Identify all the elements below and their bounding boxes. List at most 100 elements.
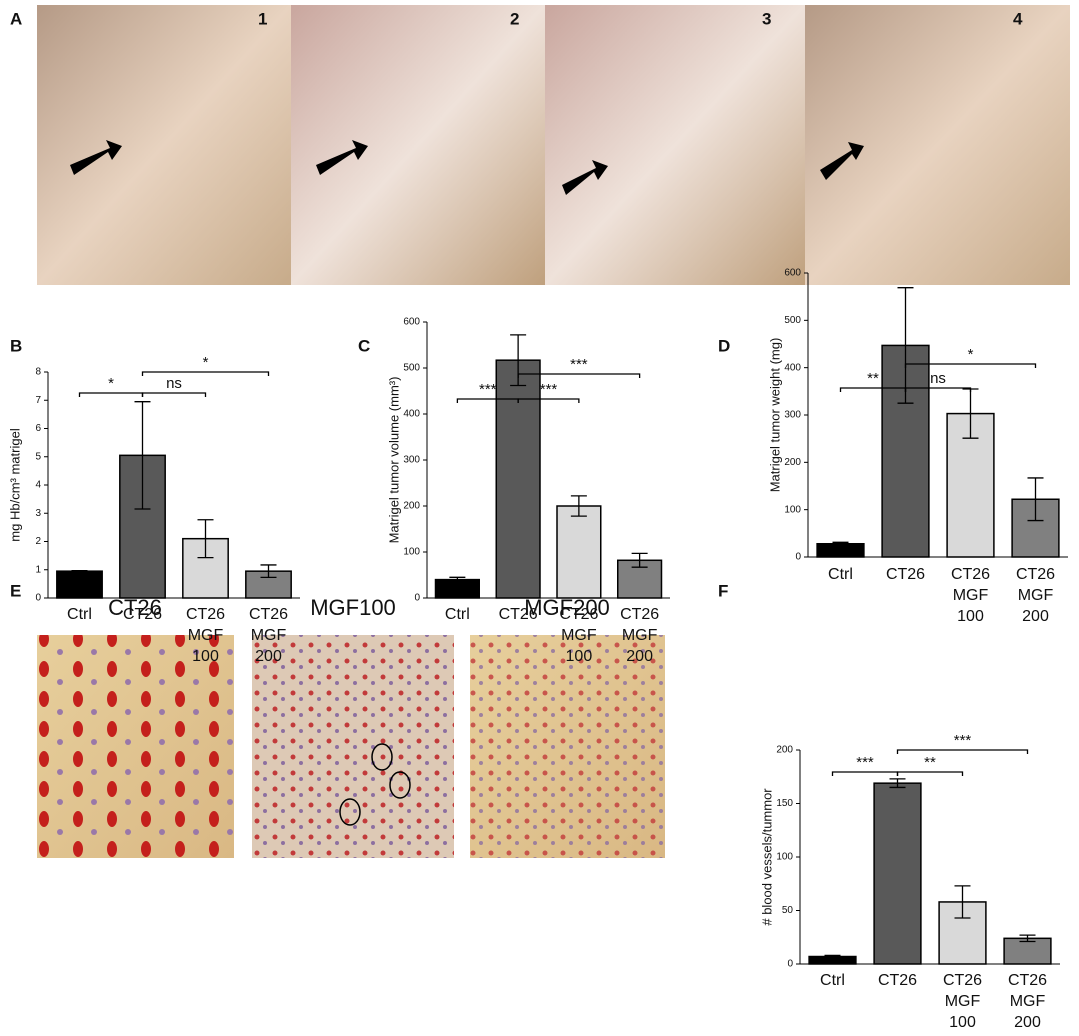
x-tick-label-line: MGF (945, 993, 981, 1010)
x-tick-label-line: Ctrl (820, 972, 845, 989)
arrow (70, 140, 122, 175)
bar (495, 359, 541, 599)
panel-label: C (358, 336, 370, 355)
photo-number: 3 (762, 9, 771, 28)
photo (37, 5, 291, 285)
x-tick-label-line: 100 (957, 608, 984, 625)
error-bar (570, 495, 587, 517)
x-tick-label: CT26 MGF 100 (951, 566, 990, 625)
x-tick-label-line: MGF (561, 627, 597, 644)
x-tick-label-line: CT26 (878, 972, 917, 989)
significance-label: * (968, 346, 974, 363)
histology-title: MGF200 (524, 595, 610, 620)
x-tick-label-line: CT26 (186, 606, 225, 623)
y-tick-label: 8 (35, 367, 41, 378)
x-tick-label: Ctrl (828, 566, 853, 583)
error-bar (1019, 934, 1036, 943)
y-tick-label: 0 (35, 593, 41, 604)
panel-label: B (10, 336, 22, 355)
y-tick-label: 500 (784, 315, 801, 326)
bar (873, 782, 922, 965)
x-tick-label-line: 200 (626, 648, 653, 665)
y-tick-label: 300 (784, 410, 801, 421)
x-tick-label-line: 100 (949, 1014, 976, 1031)
significance-bracket (141, 371, 270, 376)
error-bar (197, 519, 214, 559)
histology-row (37, 635, 665, 858)
x-tick-label-line: 200 (1014, 1014, 1041, 1031)
y-tick-label: 200 (784, 457, 801, 468)
significance-label: *** (570, 356, 588, 373)
x-tick-label: CT26 MGF 200 (620, 606, 659, 665)
y-tick-label: 1 (35, 564, 41, 575)
x-tick-label-line: CT26 (886, 566, 925, 583)
x-tick-label-line: CT26 (499, 606, 538, 623)
significance-label: ns (930, 370, 946, 387)
histology-image (470, 635, 665, 858)
y-tick-label: 50 (782, 905, 794, 916)
error-bar (824, 954, 841, 959)
x-tick-label-line: 200 (255, 648, 282, 665)
x-tick-label-line: CT26 (1016, 566, 1055, 583)
x-tick-label: CT26 (123, 606, 162, 623)
y-tick-label: 0 (787, 959, 793, 970)
x-tick-label-line: MGF (1010, 993, 1046, 1010)
x-tick-label-line: MGF (953, 587, 989, 604)
photo-row (37, 5, 1070, 285)
x-tick-label-line: 100 (192, 648, 219, 665)
histology-title: CT26 (108, 595, 162, 620)
x-tick-label-line: 100 (566, 648, 593, 665)
x-tick-label: CT26 (499, 606, 538, 623)
significance-bracket (904, 387, 972, 392)
error-bar (897, 287, 914, 404)
significance-label: ns (166, 375, 182, 392)
histology-image (37, 635, 234, 858)
x-tick-label: CT26 MGF 100 (186, 606, 225, 665)
bar (56, 570, 103, 599)
y-tick-label: 400 (784, 362, 801, 373)
y-tick-label: 200 (776, 745, 793, 756)
x-tick-label-line: CT26 (1008, 972, 1047, 989)
y-tick-label: 600 (784, 268, 801, 279)
x-tick-label: CT26 (878, 972, 917, 989)
y-tick-label: 500 (403, 363, 420, 374)
x-tick-label: CT26 MGF 200 (249, 606, 288, 665)
photo (545, 5, 805, 285)
y-tick-label: 300 (403, 455, 420, 466)
photo (291, 5, 545, 285)
circle-marker (389, 771, 411, 799)
significance-bracket (896, 771, 964, 776)
photo (805, 5, 1070, 285)
significance-label: ** (867, 370, 879, 387)
significance-bracket (896, 749, 1029, 754)
photo-number: 2 (510, 9, 519, 28)
significance-label: *** (856, 754, 874, 771)
x-tick-label-line: Ctrl (67, 606, 92, 623)
error-bar (889, 778, 906, 789)
significance-bracket (517, 373, 641, 378)
y-tick-label: 400 (403, 409, 420, 420)
significance-label: *** (479, 381, 497, 398)
significance-label: *** (954, 732, 972, 749)
x-tick-label: Ctrl (445, 606, 470, 623)
error-bar (449, 576, 466, 583)
x-tick-label: CT26 MGF 200 (1008, 972, 1047, 1031)
error-bar (631, 552, 648, 568)
x-tick-label: Ctrl (820, 972, 845, 989)
y-tick-label: 4 (35, 480, 41, 491)
x-tick-label-line: CT26 (249, 606, 288, 623)
bar (556, 505, 602, 599)
x-tick-label: CT26 MGF 200 (1016, 566, 1055, 625)
x-tick-label-line: CT26 (123, 606, 162, 623)
x-tick-label-line: MGF (188, 627, 224, 644)
histology-image (252, 635, 454, 858)
x-tick-label: CT26 MGF 100 (943, 972, 982, 1031)
panel-label: F (718, 581, 728, 600)
y-tick-label: 3 (35, 508, 41, 519)
y-tick-label: 2 (35, 536, 41, 547)
error-bar (134, 401, 151, 510)
y-tick-label: 0 (795, 552, 801, 563)
circle-marker (339, 798, 361, 826)
x-tick-label-line: MGF (251, 627, 287, 644)
